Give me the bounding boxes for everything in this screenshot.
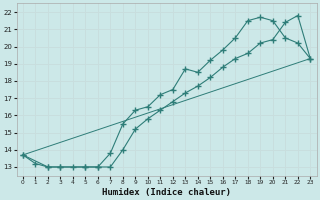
X-axis label: Humidex (Indice chaleur): Humidex (Indice chaleur) [102, 188, 231, 197]
